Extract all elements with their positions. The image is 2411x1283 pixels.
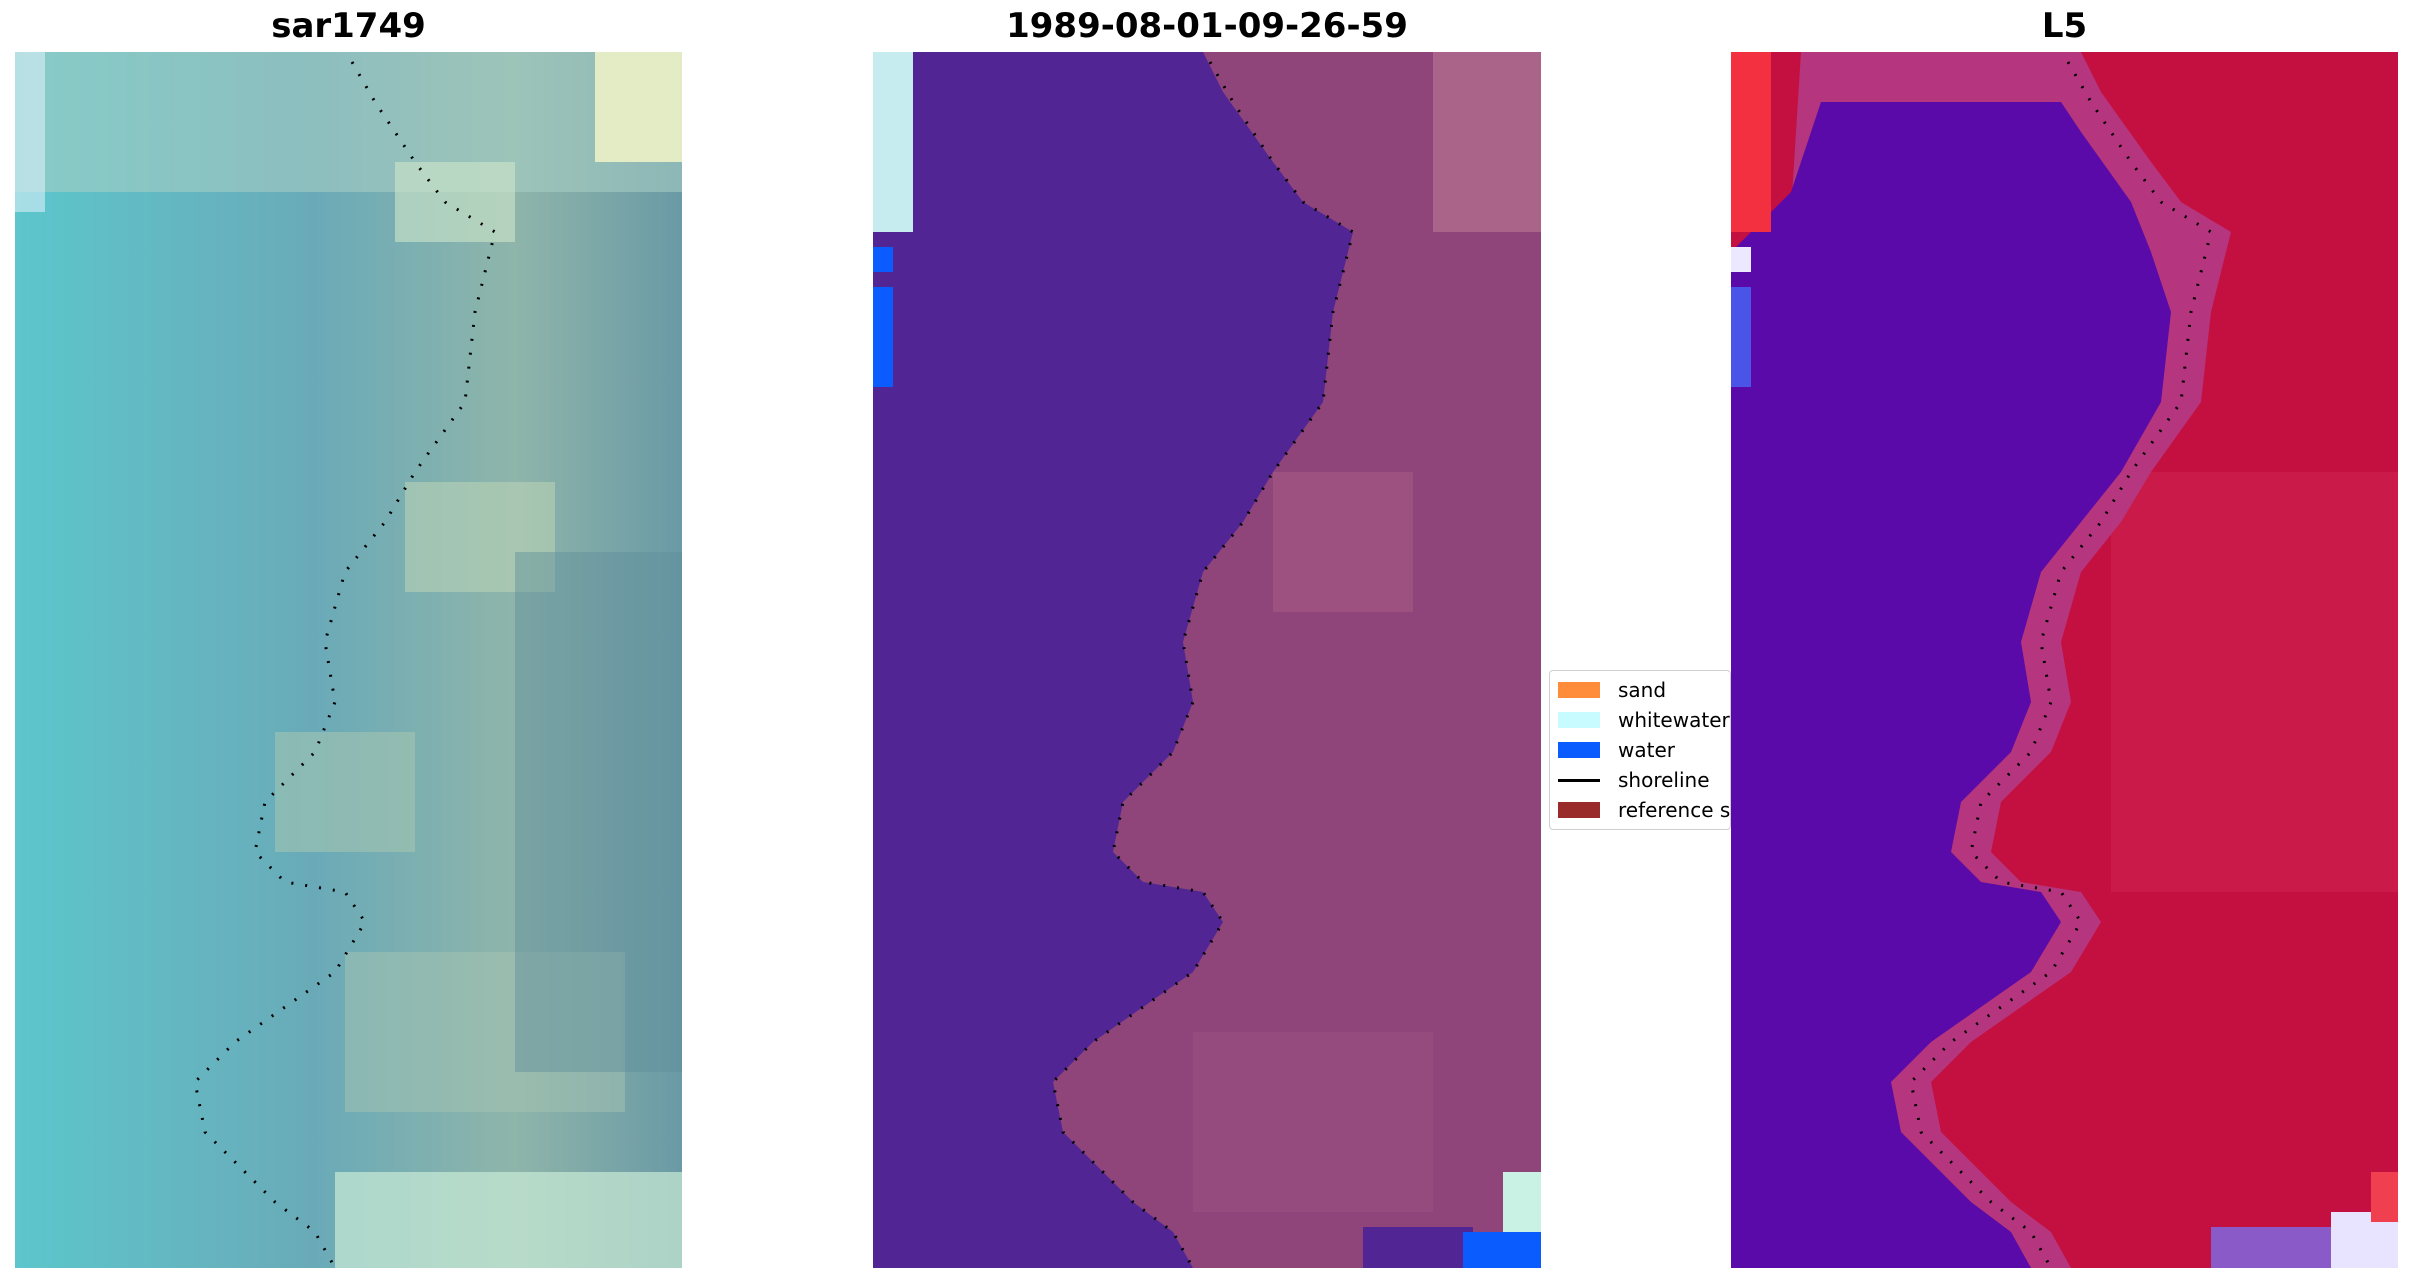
water-swatch-icon (1558, 742, 1600, 758)
classification-image (873, 52, 1541, 1268)
legend-label-shoreline: shoreline (1618, 768, 1710, 792)
panel-title-index: L5 (2041, 6, 2088, 46)
legend-label-water: water (1618, 738, 1675, 762)
legend: sand whitewater water shoreline referenc… (1549, 670, 1731, 830)
sand-swatch-icon (1558, 682, 1600, 698)
legend-label-reference-shoreline: reference shoreline (1618, 798, 1731, 822)
index-image (1731, 52, 2398, 1268)
legend-item-whitewater: whitewater (1558, 707, 1730, 733)
panel-title-classification: 1989-08-01-09-26-59 (1006, 6, 1408, 46)
index-panel (1731, 52, 2398, 1268)
legend-item-water: water (1558, 737, 1675, 763)
rgb-image-panel (15, 52, 682, 1268)
whitewater-swatch-icon (1558, 712, 1600, 728)
legend-item-sand: sand (1558, 677, 1666, 703)
legend-item-reference-shoreline: reference shoreline (1558, 797, 1731, 823)
panel-title-rgb: sar1749 (271, 6, 426, 46)
legend-label-whitewater: whitewater (1618, 708, 1730, 732)
line-swatch-icon (1558, 778, 1600, 782)
rgb-image (15, 52, 682, 1268)
reference-swatch-icon (1558, 802, 1600, 818)
legend-item-shoreline: shoreline (1558, 767, 1710, 793)
legend-label-sand: sand (1618, 678, 1667, 702)
classification-panel (873, 52, 1541, 1268)
